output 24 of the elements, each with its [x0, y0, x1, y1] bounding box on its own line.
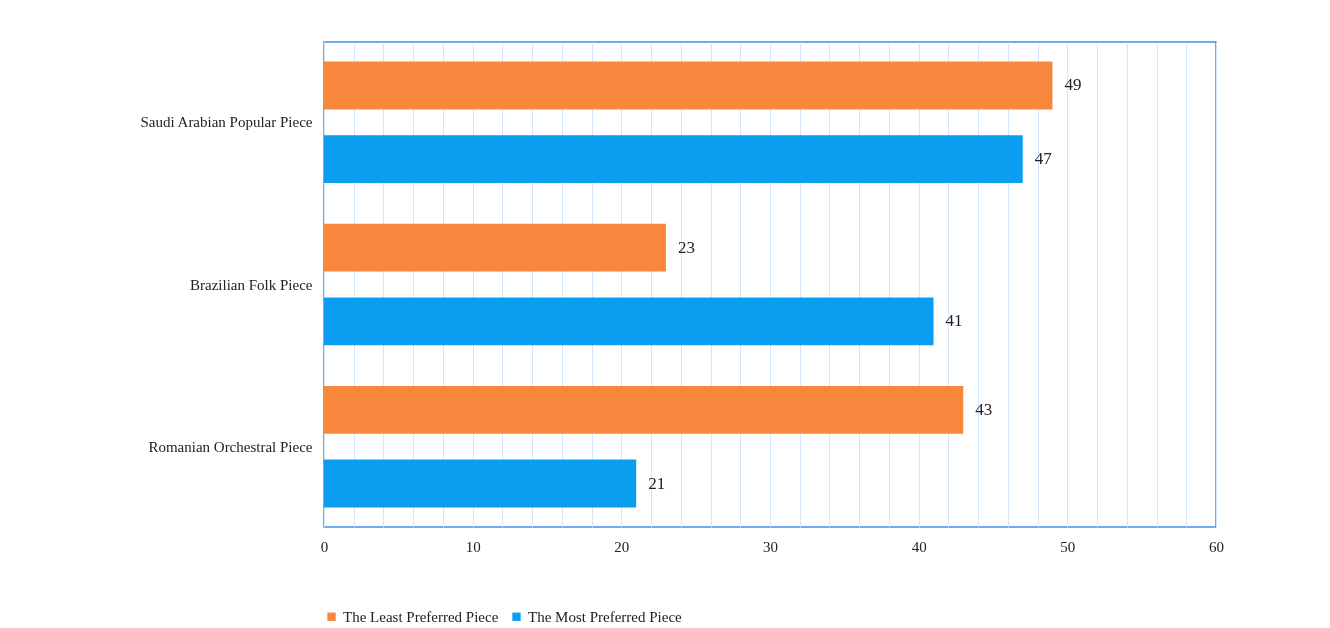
x-tick-label: 40 [911, 538, 927, 555]
bar [324, 135, 1023, 184]
bar [324, 61, 1053, 110]
y-tick-label: Brazilian Folk Piece [190, 276, 313, 293]
x-tick-label: 0 [320, 538, 329, 555]
bar [324, 385, 964, 434]
x-tick-label: 50 [1060, 538, 1076, 555]
x-tick-label: 30 [763, 538, 778, 555]
data-label: 41 [945, 311, 963, 331]
y-tick-label: Saudi Arabian Popular Piece [140, 114, 313, 131]
x-tick-label: 60 [1209, 538, 1224, 555]
bar [324, 223, 666, 272]
x-tick-label: 20 [614, 538, 630, 555]
legend-label: The Most Preferred Piece [528, 608, 683, 625]
legend-label: The Least Preferred Piece [343, 608, 499, 625]
y-tick-label: Romanian Orchestral Piece [148, 438, 313, 455]
bar [324, 459, 637, 508]
data-label: 43 [975, 399, 993, 419]
data-label: 47 [1034, 149, 1053, 169]
data-label: 49 [1064, 75, 1082, 95]
data-label: 21 [648, 473, 666, 493]
bar [324, 297, 934, 346]
data-label: 23 [677, 237, 695, 257]
x-tick-label: 10 [465, 538, 481, 555]
